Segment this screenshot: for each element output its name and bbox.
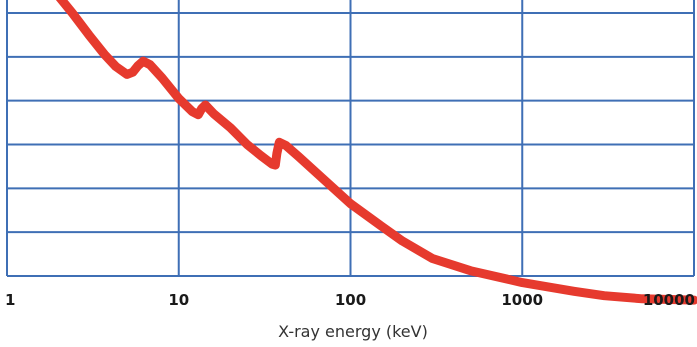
x-tick-labels: 1 10 100 1000 10000 <box>5 291 695 309</box>
x-tick-label: 1 <box>5 291 15 309</box>
series-layer <box>55 0 697 305</box>
x-tick-label: 1000 <box>501 291 543 309</box>
x-tick-label: 10 <box>168 291 189 309</box>
x-tick-label: 10000 <box>643 291 695 309</box>
x-tick-label: 100 <box>335 291 366 309</box>
attenuation-curve <box>55 0 697 305</box>
x-axis-title: X-ray energy (keV) <box>278 322 428 341</box>
chart-grid <box>6 0 695 277</box>
